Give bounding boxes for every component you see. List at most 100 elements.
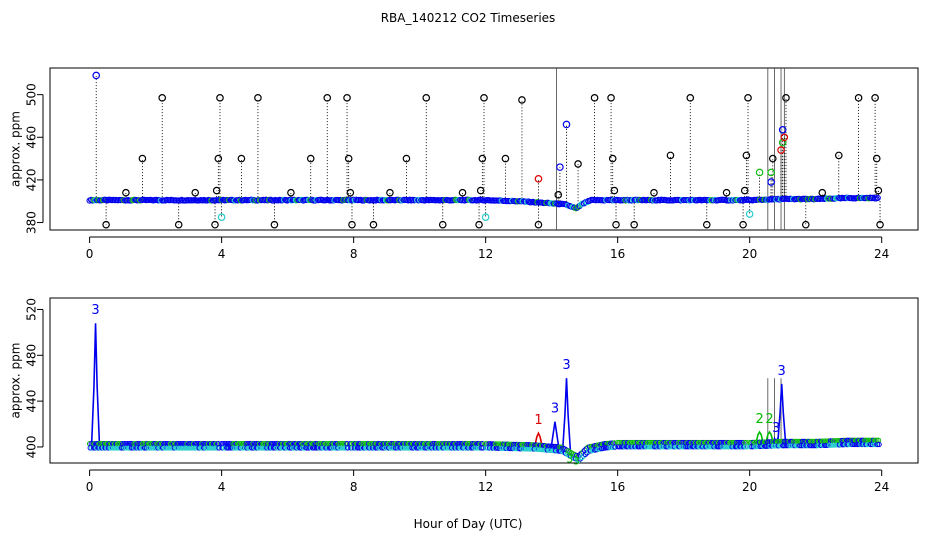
spike-point-black [254, 94, 262, 102]
y-tick-label: 380 [25, 211, 39, 234]
spike-point-black [369, 220, 378, 229]
peak-line [533, 431, 544, 448]
spike-point-black [834, 151, 843, 160]
baseline-point [344, 445, 351, 451]
spike-point-black [270, 220, 279, 229]
spike-point-black [214, 154, 223, 163]
spike-point-black [458, 188, 467, 197]
spike-point-green [778, 138, 787, 147]
spike-point-black [610, 186, 619, 195]
spike-point-black [174, 220, 183, 229]
peak-line [764, 430, 775, 445]
spike-point-black [782, 94, 790, 102]
spike-point-black [554, 191, 563, 199]
x-axis-label: Hour of Day (UTC) [414, 517, 523, 531]
peak-line [776, 383, 787, 444]
spike-point-black [306, 154, 315, 163]
spike-point-black [818, 188, 827, 197]
y-axis-label: approx. ppm [9, 111, 23, 187]
spike-point-black [590, 94, 599, 102]
spike-point-black [344, 154, 353, 163]
spike-point-black [744, 94, 752, 102]
spike-point-black [874, 186, 883, 195]
baseline-point [612, 444, 618, 450]
spike-point-black [740, 186, 749, 195]
baseline-point [874, 194, 881, 201]
peak-label: 3 [562, 358, 570, 373]
spike-point-black [102, 220, 110, 229]
y-tick-label: 460 [25, 126, 39, 149]
peak-label: 2 [755, 412, 763, 427]
spike-point-blue [562, 120, 571, 129]
spike-point-black [158, 94, 167, 102]
plot-frame [49, 297, 919, 464]
spike-point-black [122, 188, 130, 197]
x-tick-label: 8 [350, 247, 358, 261]
peak-label: 3 [778, 364, 786, 379]
peak-label: 3 [551, 402, 559, 417]
spike-point-cyan [481, 213, 490, 222]
spike-point-black [422, 94, 431, 102]
spike-point-green [755, 168, 764, 177]
plot-frame [49, 67, 919, 231]
spike-point-black [476, 186, 485, 195]
x-tick-label: 16 [610, 480, 625, 494]
spike-point-black [854, 94, 863, 102]
spike-point-black [702, 220, 711, 229]
spike-point-red [777, 146, 785, 154]
x-tick-label: 24 [874, 247, 889, 261]
spike-point-black [608, 154, 617, 163]
spike-point-black [402, 154, 411, 163]
peak-label: 2 [765, 412, 773, 427]
spike-point-blue [778, 126, 787, 134]
spike-point-black [237, 154, 246, 163]
y-axis-label: approx. ppm [9, 343, 23, 419]
spike-point-blue [556, 163, 564, 171]
spike-point-black [768, 154, 777, 163]
peak-line [550, 421, 560, 449]
peak-line [754, 430, 765, 445]
peak-label: 1 [534, 413, 542, 428]
x-tick-label: 20 [742, 247, 757, 261]
spike-point-black [216, 94, 224, 102]
spike-point-black [574, 160, 582, 168]
spike-point-black [138, 154, 147, 163]
peak-label: 3 [91, 303, 99, 318]
spike-point-cyan [217, 213, 226, 222]
y-tick-label: 440 [25, 390, 39, 413]
y-tick-label: 400 [25, 436, 39, 459]
spike-point-black [876, 220, 884, 229]
spike-point-black [287, 188, 295, 197]
spike-point-black [478, 154, 487, 163]
spike-point-black [386, 188, 394, 197]
spike-point-blue [92, 71, 101, 80]
x-tick-label: 12 [478, 480, 493, 494]
spike-point-black [871, 94, 879, 102]
spike-point-black [212, 186, 221, 195]
spike-point-black [348, 220, 356, 229]
spike-point-black [323, 94, 332, 102]
peak-line [561, 378, 572, 453]
spike-point-black [343, 94, 351, 102]
x-tick-label: 20 [742, 480, 757, 494]
x-tick-label: 0 [86, 480, 94, 494]
baseline-point [216, 445, 222, 451]
x-tick-label: 8 [350, 480, 358, 494]
peak-label: 3 [573, 455, 580, 468]
y-tick-label: 500 [25, 83, 39, 106]
spike-point-black [518, 96, 526, 104]
spike-point-black [438, 220, 447, 229]
baseline-point [744, 444, 750, 450]
peak-line [90, 323, 101, 446]
y-tick-label: 480 [25, 344, 39, 367]
spike-point-black [480, 94, 488, 102]
spike-point-black [650, 188, 658, 197]
spike-point-red [534, 175, 543, 183]
spike-point-black [801, 220, 810, 229]
spike-point-black [686, 94, 695, 102]
spike-point-black [501, 154, 510, 163]
peak-label: 3 [772, 421, 780, 436]
